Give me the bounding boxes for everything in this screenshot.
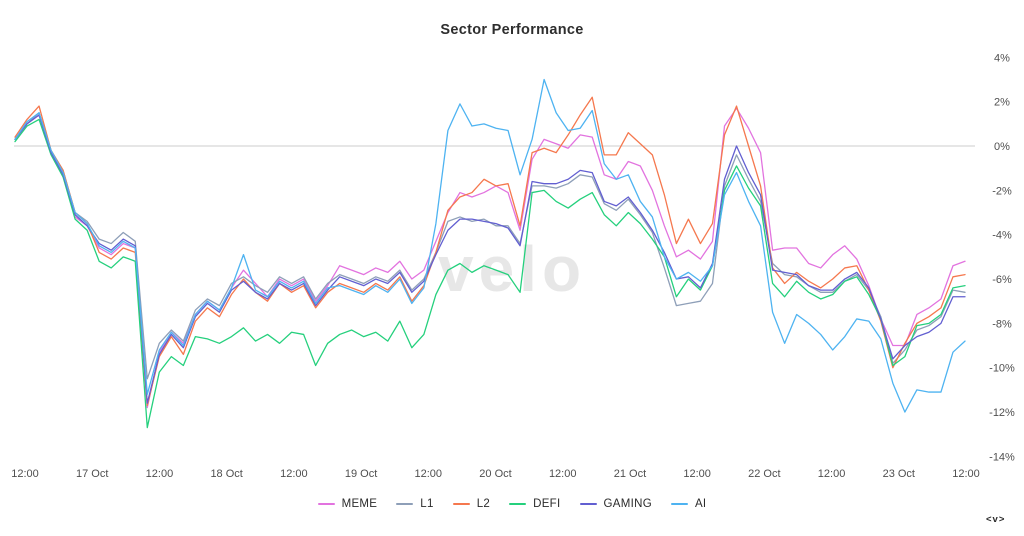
legend-label: AI	[694, 498, 707, 510]
x-axis-tick-label: 23 Oct	[883, 468, 915, 480]
y-axis-tick-label: -4%	[992, 230, 1012, 242]
legend-label: L1	[420, 498, 434, 510]
legend-swatch-l2	[452, 503, 470, 505]
x-axis-tick-label: 17 Oct	[76, 468, 108, 480]
legend-swatch-ai	[670, 503, 688, 505]
y-axis-tick-label: -12%	[989, 407, 1015, 419]
y-axis-tick-label: 0%	[994, 141, 1010, 153]
x-axis-tick-label: 12:00	[415, 468, 443, 480]
y-axis-tick-label: 2%	[994, 97, 1010, 109]
legend-item-l2[interactable]: L2	[452, 498, 491, 510]
velo-logo-mark: <v>	[986, 514, 1006, 525]
x-axis-tick-label: 21 Oct	[614, 468, 646, 480]
chart-legend: MEME L1 L2 DEFI GAMING AI	[0, 498, 1024, 510]
legend-item-meme[interactable]: MEME	[317, 498, 378, 510]
series-line-gaming	[14, 114, 966, 404]
y-axis-tick-label: -8%	[992, 318, 1012, 330]
x-axis-tick-label: 12:00	[11, 468, 39, 480]
x-axis-tick-label: 18 Oct	[210, 468, 242, 480]
series-line-defi	[14, 118, 966, 429]
legend-item-l1[interactable]: L1	[396, 498, 433, 510]
legend-item-defi[interactable]: DEFI	[509, 498, 560, 510]
series-line-l2	[14, 96, 966, 407]
x-axis-tick-label: 20 Oct	[479, 468, 511, 480]
x-axis-tick-label: 12:00	[683, 468, 711, 480]
legend-swatch-gaming	[579, 503, 597, 505]
series-line-ai	[14, 78, 966, 413]
y-axis-tick-label: -2%	[992, 185, 1012, 197]
legend-label: DEFI	[533, 498, 561, 510]
y-axis-tick-label: -14%	[989, 451, 1015, 463]
legend-swatch-meme	[317, 503, 335, 505]
x-axis-tick-label: 12:00	[146, 468, 174, 480]
legend-item-gaming[interactable]: GAMING	[579, 498, 652, 510]
chart-title: Sector Performance	[440, 22, 584, 38]
legend-swatch-l1	[396, 503, 414, 505]
x-axis-tick-label: 22 Oct	[748, 468, 780, 480]
x-axis-tick-label: 12:00	[280, 468, 308, 480]
legend-label: L2	[476, 498, 491, 510]
y-axis-tick-label: -6%	[992, 274, 1012, 286]
x-axis-tick-label: 12:00	[549, 468, 577, 480]
x-axis-tick-label: 12:00	[818, 468, 846, 480]
y-axis-tick-label: -10%	[989, 363, 1015, 375]
legend-swatch-defi	[509, 503, 527, 505]
x-axis-tick-label: 19 Oct	[345, 468, 377, 480]
legend-label: GAMING	[603, 498, 652, 510]
legend-item-ai[interactable]: AI	[670, 498, 707, 510]
y-axis-tick-label: 4%	[994, 52, 1010, 64]
x-axis-tick-label: 12:00	[952, 468, 980, 480]
series-line-l1	[14, 112, 966, 380]
legend-label: MEME	[341, 498, 378, 510]
